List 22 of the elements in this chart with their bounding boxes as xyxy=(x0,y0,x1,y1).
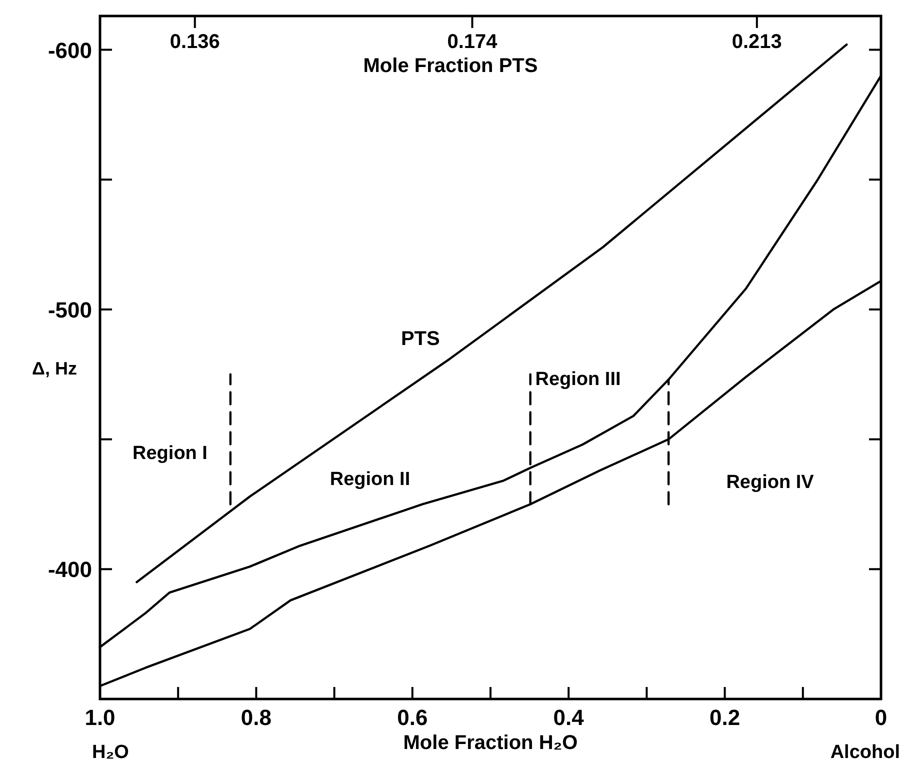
annotation: Region IV xyxy=(726,472,814,493)
annotation: Region III xyxy=(535,369,621,390)
y-tick-label: -600 xyxy=(48,38,92,63)
text: Alcohol xyxy=(830,742,900,761)
x2-axis-title: Mole Fraction PTS xyxy=(363,55,538,77)
y-tick-label: -500 xyxy=(48,297,92,322)
x2-tick-label: 0.174 xyxy=(447,31,498,53)
text: H₂O xyxy=(92,742,129,761)
x-tick-label: 0.2 xyxy=(710,705,740,730)
x-tick-label: 0.6 xyxy=(397,705,428,730)
series-label: PTS xyxy=(400,328,440,350)
x2-tick-label: 0.213 xyxy=(732,31,782,53)
x2-tick-label: 0.136 xyxy=(170,31,220,53)
x-tick-label: 1.0 xyxy=(84,705,116,730)
x-axis-title: Mole Fraction H₂O xyxy=(403,732,578,754)
y-tick-label: -400 xyxy=(48,557,92,582)
y-axis-title: Δ, Hz xyxy=(32,358,77,378)
annotation: Region II xyxy=(330,469,410,490)
x-tick-label: 0.4 xyxy=(553,705,585,730)
x-tick-label: 0.8 xyxy=(240,705,272,730)
annotation: Region I xyxy=(132,443,208,464)
x-tick-label: 0 xyxy=(874,705,888,730)
